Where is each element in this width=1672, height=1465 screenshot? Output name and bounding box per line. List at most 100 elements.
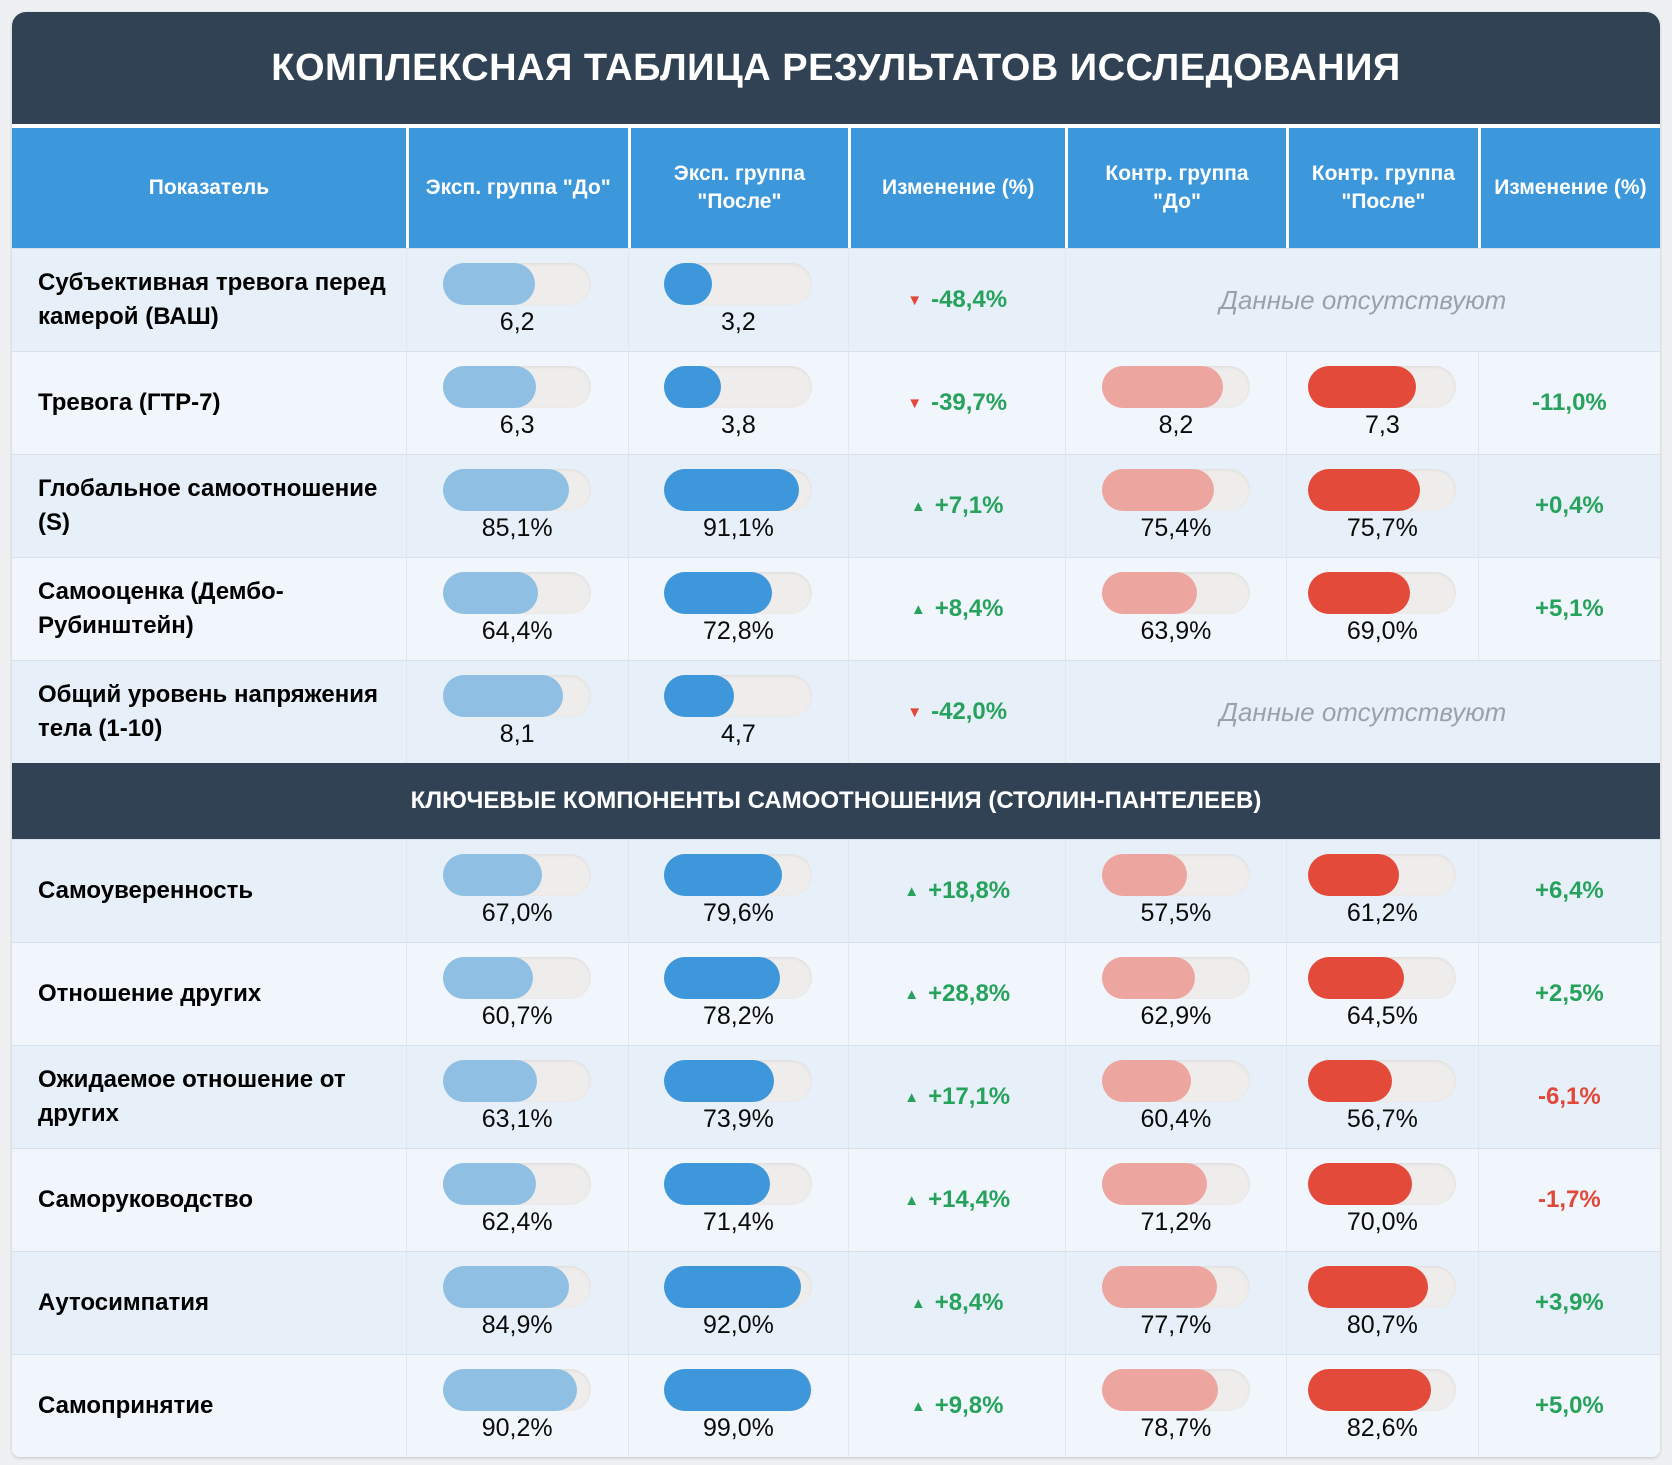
change-ctrl-cell: +6,4% <box>1477 840 1660 942</box>
bar-track <box>1101 366 1250 408</box>
bar-value: 6,2 <box>499 308 535 336</box>
table-row: Ожидаемое отношение от других 63,1% 73,9% ▲… <box>12 1045 1660 1148</box>
bar-value: 72,8% <box>702 617 774 645</box>
progress-bar-cell: 71,2% <box>1065 1149 1286 1251</box>
change-ctrl-cell: -11,0% <box>1477 352 1660 454</box>
bar-value: 78,2% <box>702 1002 774 1030</box>
table-row: Самоуверенность 67,0% 79,6% ▲ +18,8% 57,5% 61,… <box>12 839 1660 942</box>
change-up-icon: ▲ <box>910 600 926 618</box>
bar-value: 7,3 <box>1364 411 1400 439</box>
exp-before-bar-fill <box>443 1060 537 1102</box>
bar-track <box>1101 469 1250 511</box>
bar-value: 92,0% <box>702 1311 774 1339</box>
bar-value: 84,9% <box>481 1311 553 1339</box>
bar-track <box>1308 1369 1457 1411</box>
change-value: +17,1% <box>928 1083 1011 1110</box>
bar-track <box>443 957 592 999</box>
page-title: КОМПЛЕКСНАЯ ТАБЛИЦА РЕЗУЛЬТАТОВ ИССЛЕДОВ… <box>12 12 1660 124</box>
exp-after-bar-fill <box>664 1163 771 1205</box>
progress-bar-cell: 75,4% <box>1065 455 1286 557</box>
ctrl-before-bar-fill <box>1101 1060 1192 1102</box>
change-exp-cell: ▲ +9,8% <box>848 1355 1065 1457</box>
change-exp-cell: ▲ +7,1% <box>848 455 1065 557</box>
no-data-cell: Данные отсутствуют <box>1065 661 1660 763</box>
change-ctrl-cell: +2,5% <box>1477 943 1660 1045</box>
progress-bar-cell: 99,0% <box>627 1355 849 1457</box>
bar-value: 57,5% <box>1140 899 1212 927</box>
progress-bar-cell: 56,7% <box>1285 1046 1478 1148</box>
progress-bar-cell: 91,1% <box>627 455 849 557</box>
exp-after-bar-fill <box>664 957 781 999</box>
section-header: КЛЮЧЕВЫЕ КОМПОНЕНТЫ САМООТНОШЕНИЯ (СТОЛИ… <box>12 763 1660 839</box>
exp-before-bar-fill <box>443 366 537 408</box>
bar-track <box>443 1266 592 1308</box>
progress-bar-cell: 62,9% <box>1065 943 1286 1045</box>
change-value: +18,8% <box>928 877 1011 904</box>
change-value: +8,4% <box>934 1289 1004 1316</box>
progress-bar-cell: 75,7% <box>1285 455 1478 557</box>
bar-track <box>664 469 813 511</box>
change-value: +14,4% <box>928 1186 1011 1213</box>
bar-value: 62,9% <box>1140 1002 1212 1030</box>
change-up-icon: ▲ <box>910 1294 926 1312</box>
exp-before-bar-fill <box>443 675 564 717</box>
column-header: Контр. группа "После" <box>1285 128 1478 248</box>
ctrl-after-bar-fill <box>1308 1060 1393 1102</box>
column-header: Изменение (%) <box>848 128 1066 248</box>
bar-track <box>443 1163 592 1205</box>
bar-track <box>664 263 813 305</box>
bar-track <box>443 854 592 896</box>
change-value: +9,8% <box>934 1392 1004 1419</box>
progress-bar-cell: 70,0% <box>1285 1149 1478 1251</box>
exp-after-bar-fill <box>664 854 783 896</box>
exp-before-bar-fill <box>443 469 570 511</box>
progress-bar-cell: 67,0% <box>405 840 628 942</box>
change-exp-cell: ▲ +14,4% <box>848 1149 1065 1251</box>
bar-track <box>1308 854 1457 896</box>
bar-value: 6,3 <box>499 411 535 439</box>
change-down-icon: ▼ <box>907 394 923 412</box>
bar-value: 70,0% <box>1346 1208 1418 1236</box>
ctrl-before-bar-fill <box>1101 1369 1219 1411</box>
change-exp-cell: ▼ -39,7% <box>848 352 1065 454</box>
change-value: +28,8% <box>928 980 1011 1007</box>
row-label: Ожидаемое отношение от других <box>38 1066 346 1127</box>
bar-value: 4,7 <box>721 720 756 748</box>
progress-bar-cell: 8,2 <box>1065 352 1286 454</box>
ctrl-after-bar-fill <box>1308 1266 1428 1308</box>
column-header: Эксп. группа "До" <box>405 128 628 248</box>
progress-bar-cell: 62,4% <box>405 1149 628 1251</box>
exp-after-bar-fill <box>664 263 712 305</box>
change-exp-cell: ▲ +17,1% <box>848 1046 1065 1148</box>
row-label: Тревога (ГТР-7) <box>38 389 221 417</box>
column-header: Показатель <box>12 128 406 248</box>
change-value: +2,5% <box>1535 980 1604 1007</box>
bar-value: 91,1% <box>702 514 774 542</box>
ctrl-before-bar-fill <box>1101 957 1196 999</box>
progress-bar-cell: 77,7% <box>1065 1252 1286 1354</box>
progress-bar-cell: 63,9% <box>1065 558 1286 660</box>
bar-track <box>664 1266 813 1308</box>
progress-bar-cell: 8,1 <box>405 661 628 763</box>
ctrl-after-bar-fill <box>1308 1163 1412 1205</box>
progress-bar-cell: 92,0% <box>627 1252 849 1354</box>
change-ctrl-cell: -1,7% <box>1477 1149 1660 1251</box>
exp-after-bar-fill <box>664 366 721 408</box>
change-ctrl-cell: -6,1% <box>1477 1046 1660 1148</box>
progress-bar-cell: 61,2% <box>1285 840 1478 942</box>
exp-after-bar-fill <box>664 675 734 717</box>
progress-bar-cell: 71,4% <box>627 1149 849 1251</box>
change-exp-cell: ▲ +8,4% <box>848 558 1065 660</box>
row-label: Отношение других <box>38 980 262 1008</box>
change-value: +6,4% <box>1535 877 1604 904</box>
bar-value: 99,0% <box>702 1414 774 1442</box>
bar-track <box>1101 1163 1250 1205</box>
change-exp-cell: ▲ +28,8% <box>848 943 1065 1045</box>
bar-track <box>664 675 813 717</box>
change-value: -1,7% <box>1538 1186 1601 1213</box>
progress-bar-cell: 64,4% <box>405 558 628 660</box>
bar-value: 75,4% <box>1140 514 1212 542</box>
change-up-icon: ▲ <box>910 1397 926 1415</box>
bar-track <box>1308 572 1457 614</box>
change-exp-cell: ▲ +8,4% <box>848 1252 1065 1354</box>
